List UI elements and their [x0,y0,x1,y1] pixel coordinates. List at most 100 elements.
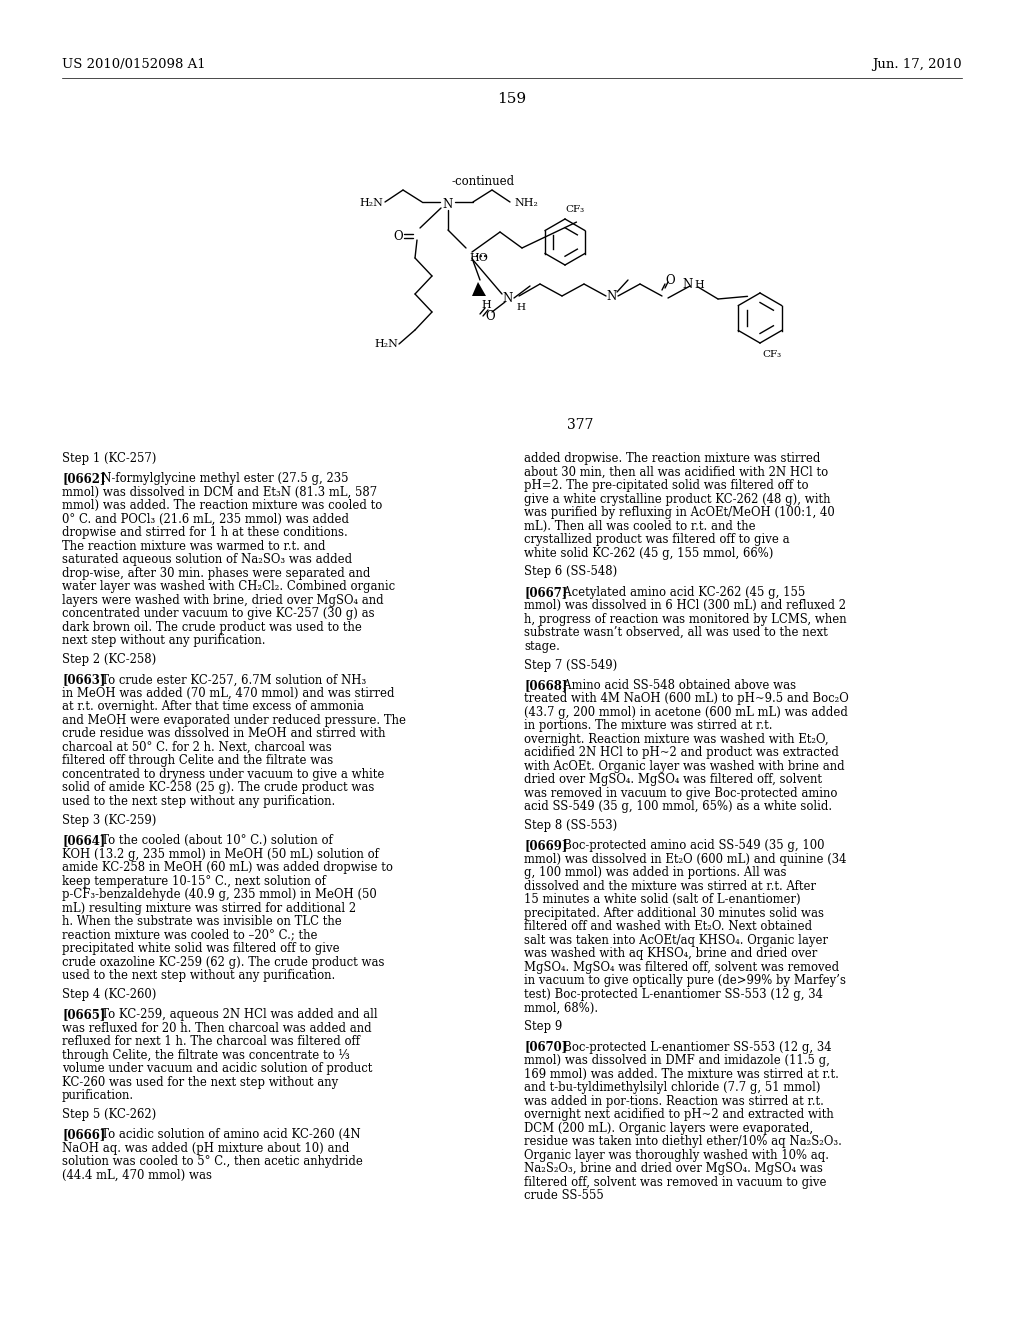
Text: Na₂S₂O₃, brine and dried over MgSO₄. MgSO₄ was: Na₂S₂O₃, brine and dried over MgSO₄. MgS… [524,1162,823,1175]
Text: acid SS-549 (35 g, 100 mmol, 65%) as a white solid.: acid SS-549 (35 g, 100 mmol, 65%) as a w… [524,800,833,813]
Text: To the cooled (about 10° C.) solution of: To the cooled (about 10° C.) solution of [90,834,333,847]
Text: mmol) was added. The reaction mixture was cooled to: mmol) was added. The reaction mixture wa… [62,499,382,512]
Text: O: O [666,273,675,286]
Text: used to the next step without any purification.: used to the next step without any purifi… [62,969,335,982]
Text: mmol) was dissolved in DMF and imidazole (11.5 g,: mmol) was dissolved in DMF and imidazole… [524,1055,829,1067]
Text: HO: HO [469,253,488,263]
Text: keep temperature 10-15° C., next solution of: keep temperature 10-15° C., next solutio… [62,875,326,887]
Text: crude oxazoline KC-259 (62 g). The crude product was: crude oxazoline KC-259 (62 g). The crude… [62,956,384,969]
Text: dark brown oil. The crude product was used to the: dark brown oil. The crude product was us… [62,620,361,634]
Text: precipitated white solid was filtered off to give: precipitated white solid was filtered of… [62,942,340,956]
Text: h. When the substrate was invisible on TLC the: h. When the substrate was invisible on T… [62,915,342,928]
Text: H₂N: H₂N [374,339,398,348]
Text: •••: ••• [475,253,487,261]
Text: was washed with aq KHSO₄, brine and dried over: was washed with aq KHSO₄, brine and drie… [524,948,817,961]
Text: Step 9: Step 9 [524,1020,562,1034]
Text: 377: 377 [566,418,593,432]
Text: give a white crystalline product KC-262 (48 g), with: give a white crystalline product KC-262 … [524,492,830,506]
Text: To acidic solution of amino acid KC-260 (4N: To acidic solution of amino acid KC-260 … [90,1129,361,1142]
Text: h, progress of reaction was monitored by LCMS, when: h, progress of reaction was monitored by… [524,612,847,626]
Text: -continued: -continued [452,176,515,187]
Text: concentrated to dryness under vacuum to give a white: concentrated to dryness under vacuum to … [62,768,384,781]
Text: residue was taken into diethyl ether/10% aq Na₂S₂O₃.: residue was taken into diethyl ether/10%… [524,1135,842,1148]
Text: layers were washed with brine, dried over MgSO₄ and: layers were washed with brine, dried ove… [62,594,384,607]
Text: Acetylated amino acid KC-262 (45 g, 155: Acetylated amino acid KC-262 (45 g, 155 [553,586,806,599]
Text: dissolved and the mixture was stirred at r.t. After: dissolved and the mixture was stirred at… [524,880,816,892]
Text: KC-260 was used for the next step without any: KC-260 was used for the next step withou… [62,1076,338,1089]
Text: Amino acid SS-548 obtained above was: Amino acid SS-548 obtained above was [553,678,797,692]
Text: Step 2 (KC-258): Step 2 (KC-258) [62,653,157,667]
Text: in portions. The mixture was stirred at r.t.: in portions. The mixture was stirred at … [524,719,772,733]
Text: white solid KC-262 (45 g, 155 mmol, 66%): white solid KC-262 (45 g, 155 mmol, 66%) [524,546,773,560]
Text: crude residue was dissolved in MeOH and stirred with: crude residue was dissolved in MeOH and … [62,727,385,741]
Text: NaOH aq. was added (pH mixture about 10) and: NaOH aq. was added (pH mixture about 10)… [62,1142,349,1155]
Text: Step 6 (SS-548): Step 6 (SS-548) [524,565,617,578]
Text: drop-wise, after 30 min. phases were separated and: drop-wise, after 30 min. phases were sep… [62,566,371,579]
Text: about 30 min, then all was acidified with 2N HCl to: about 30 min, then all was acidified wit… [524,466,828,479]
Text: CF₃: CF₃ [565,205,584,214]
Text: (44.4 mL, 470 mmol) was: (44.4 mL, 470 mmol) was [62,1168,212,1181]
Text: Boc-protected L-enantiomer SS-553 (12 g, 34: Boc-protected L-enantiomer SS-553 (12 g,… [553,1040,833,1053]
Text: p-CF₃-benzaldehyde (40.9 g, 235 mmol) in MeOH (50: p-CF₃-benzaldehyde (40.9 g, 235 mmol) in… [62,888,377,902]
Text: N-formylglycine methyl ester (27.5 g, 235: N-formylglycine methyl ester (27.5 g, 23… [90,473,349,486]
Text: dropwise and stirred for 1 h at these conditions.: dropwise and stirred for 1 h at these co… [62,527,348,540]
Text: To KC-259, aqueous 2N HCl was added and all: To KC-259, aqueous 2N HCl was added and … [90,1008,378,1022]
Text: [0662]: [0662] [62,473,105,486]
Polygon shape [472,282,486,296]
Text: [0665]: [0665] [62,1008,105,1022]
Text: mmol) was dissolved in 6 HCl (300 mL) and refluxed 2: mmol) was dissolved in 6 HCl (300 mL) an… [524,599,846,612]
Text: reaction mixture was cooled to –20° C.; the: reaction mixture was cooled to –20° C.; … [62,928,317,941]
Text: solid of amide KC-258 (25 g). The crude product was: solid of amide KC-258 (25 g). The crude … [62,781,375,795]
Text: in MeOH was added (70 mL, 470 mmol) and was stirred: in MeOH was added (70 mL, 470 mmol) and … [62,686,394,700]
Text: in vacuum to give optically pure (de>99% by Marfey’s: in vacuum to give optically pure (de>99%… [524,974,846,987]
Text: N: N [503,292,513,305]
Text: H: H [694,280,703,290]
Text: g, 100 mmol) was added in portions. All was: g, 100 mmol) was added in portions. All … [524,866,786,879]
Text: was refluxed for 20 h. Then charcoal was added and: was refluxed for 20 h. Then charcoal was… [62,1022,372,1035]
Text: Jun. 17, 2010: Jun. 17, 2010 [872,58,962,71]
Text: filtered off through Celite and the filtrate was: filtered off through Celite and the filt… [62,755,333,767]
Text: H₂N: H₂N [359,198,383,209]
Text: salt was taken into AcOEt/aq KHSO₄. Organic layer: salt was taken into AcOEt/aq KHSO₄. Orga… [524,935,828,946]
Text: and t-bu-tyldimethylsilyl chloride (7.7 g, 51 mmol): and t-bu-tyldimethylsilyl chloride (7.7 … [524,1081,820,1094]
Text: H: H [481,300,490,310]
Text: Step 8 (SS-553): Step 8 (SS-553) [524,820,617,832]
Text: crystallized product was filtered off to give a: crystallized product was filtered off to… [524,533,790,546]
Text: 0° C. and POCl₃ (21.6 mL, 235 mmol) was added: 0° C. and POCl₃ (21.6 mL, 235 mmol) was … [62,512,349,525]
Text: Step 5 (KC-262): Step 5 (KC-262) [62,1107,157,1121]
Text: To crude ester KC-257, 6.7M solution of NH₃: To crude ester KC-257, 6.7M solution of … [90,673,367,686]
Text: amide KC-258 in MeOH (60 mL) was added dropwise to: amide KC-258 in MeOH (60 mL) was added d… [62,861,393,874]
Text: solution was cooled to 5° C., then acetic anhydride: solution was cooled to 5° C., then aceti… [62,1155,362,1168]
Text: volume under vacuum and acidic solution of product: volume under vacuum and acidic solution … [62,1063,373,1076]
Text: Step 4 (KC-260): Step 4 (KC-260) [62,987,157,1001]
Text: [0664]: [0664] [62,834,105,847]
Text: mmol) was dissolved in DCM and Et₃N (81.3 mL, 587: mmol) was dissolved in DCM and Et₃N (81.… [62,486,377,499]
Text: [0666]: [0666] [62,1129,105,1142]
Text: [0669]: [0669] [524,840,567,853]
Text: treated with 4M NaOH (600 mL) to pH~9.5 and Boc₂O: treated with 4M NaOH (600 mL) to pH~9.5 … [524,692,849,705]
Text: [0670]: [0670] [524,1040,567,1053]
Text: was removed in vacuum to give Boc-protected amino: was removed in vacuum to give Boc-protec… [524,787,838,800]
Text: NH₂: NH₂ [514,198,538,209]
Text: Step 7 (SS-549): Step 7 (SS-549) [524,659,617,672]
Text: refluxed for next 1 h. The charcoal was filtered off: refluxed for next 1 h. The charcoal was … [62,1035,360,1048]
Text: with AcOEt. Organic layer was washed with brine and: with AcOEt. Organic layer was washed wit… [524,760,845,772]
Text: [0667]: [0667] [524,586,567,599]
Text: mmol) was dissolved in Et₂O (600 mL) and quinine (34: mmol) was dissolved in Et₂O (600 mL) and… [524,853,847,866]
Text: US 2010/0152098 A1: US 2010/0152098 A1 [62,58,206,71]
Text: overnight next acidified to pH~2 and extracted with: overnight next acidified to pH~2 and ext… [524,1107,834,1121]
Text: was added in por-tions. Reaction was stirred at r.t.: was added in por-tions. Reaction was sti… [524,1094,824,1107]
Text: mL) resulting mixture was stirred for additional 2: mL) resulting mixture was stirred for ad… [62,902,356,915]
Text: 15 minutes a white solid (salt of L-enantiomer): 15 minutes a white solid (salt of L-enan… [524,894,801,907]
Text: pH=2. The pre-cipitated solid was filtered off to: pH=2. The pre-cipitated solid was filter… [524,479,809,492]
Text: [0663]: [0663] [62,673,105,686]
Text: H: H [516,302,525,312]
Text: next step without any purification.: next step without any purification. [62,634,265,647]
Text: MgSO₄. MgSO₄ was filtered off, solvent was removed: MgSO₄. MgSO₄ was filtered off, solvent w… [524,961,839,974]
Text: DCM (200 mL). Organic layers were evaporated,: DCM (200 mL). Organic layers were evapor… [524,1122,813,1135]
Text: O: O [485,309,495,322]
Text: 169 mmol) was added. The mixture was stirred at r.t.: 169 mmol) was added. The mixture was sti… [524,1068,839,1081]
Text: dried over MgSO₄. MgSO₄ was filtered off, solvent: dried over MgSO₄. MgSO₄ was filtered off… [524,774,822,787]
Text: KOH (13.2 g, 235 mmol) in MeOH (50 mL) solution of: KOH (13.2 g, 235 mmol) in MeOH (50 mL) s… [62,847,379,861]
Text: concentrated under vacuum to give KC-257 (30 g) as: concentrated under vacuum to give KC-257… [62,607,375,620]
